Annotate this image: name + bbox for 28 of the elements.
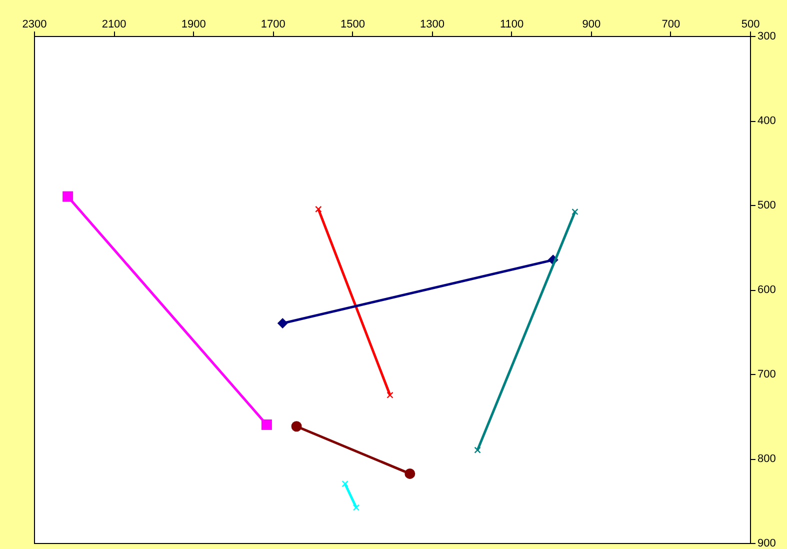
x-tick-label: 1900 [181, 18, 206, 30]
y-tick-label: 400 [758, 115, 776, 127]
x-tick-label: 2300 [22, 18, 47, 30]
y-tick-label: 500 [758, 200, 776, 212]
point [342, 480, 348, 488]
point [62, 191, 74, 202]
point [315, 206, 322, 213]
y-tick-label: 700 [758, 368, 776, 380]
x-tick-label: 900 [582, 18, 601, 30]
y-tick-label: 600 [758, 284, 776, 296]
point [474, 446, 481, 454]
x-tick-label: 2100 [102, 18, 126, 30]
point [291, 421, 302, 432]
point [572, 208, 578, 216]
x-tick-label: 1500 [340, 18, 365, 30]
point [404, 468, 416, 479]
x-tick-label: 1100 [500, 18, 524, 30]
y-tick-label: 300 [758, 30, 776, 42]
y-tick-label: 800 [758, 453, 776, 465]
point [386, 392, 394, 398]
x-tick-label: 1300 [420, 18, 445, 30]
point [261, 419, 272, 430]
point [352, 504, 360, 511]
x-tick-label: 500 [741, 18, 760, 30]
point [277, 318, 288, 329]
y-tick-label: 900 [758, 538, 776, 549]
x-tick-label: 1700 [260, 18, 286, 30]
x-tick-label: 700 [662, 18, 680, 30]
